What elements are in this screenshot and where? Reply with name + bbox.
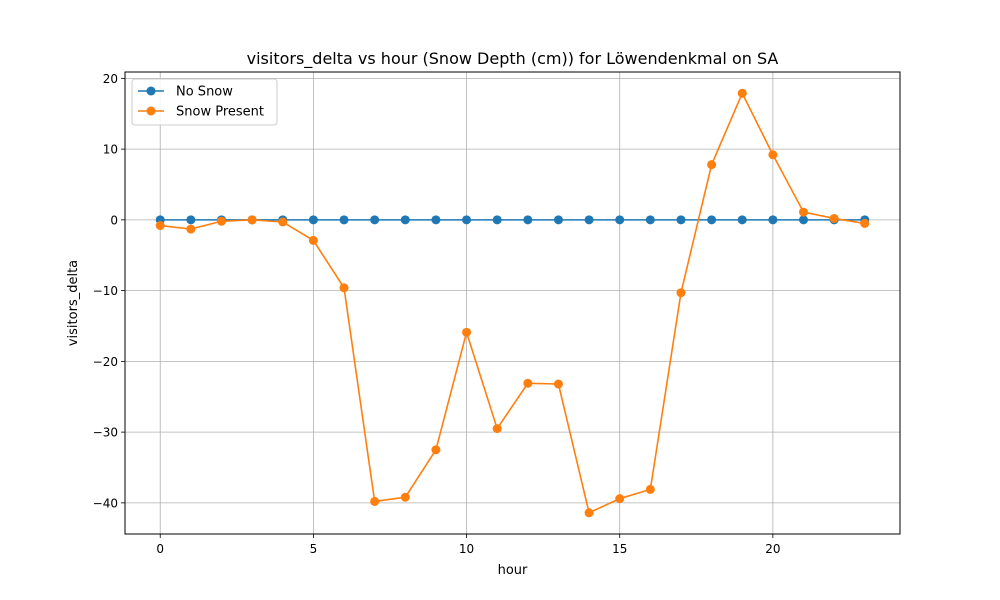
data-point-snow-present	[400, 492, 410, 502]
data-point-snow-present	[431, 445, 441, 455]
data-point-snow-present	[247, 215, 257, 225]
data-point-snow-present	[462, 327, 472, 337]
data-point-no-snow	[676, 215, 686, 225]
legend-marker-no-snow	[146, 86, 156, 96]
series-layer	[155, 88, 870, 518]
legend-marker-snow-present	[146, 106, 156, 116]
data-point-no-snow	[492, 215, 502, 225]
data-point-snow-present	[737, 88, 747, 98]
data-point-no-snow	[584, 215, 594, 225]
data-point-snow-present	[553, 379, 563, 389]
legend-label-snow-present: Snow Present	[176, 105, 264, 120]
data-point-snow-present	[860, 218, 870, 228]
data-point-no-snow	[707, 215, 717, 225]
series-line-snow-present	[160, 91, 865, 514]
data-point-snow-present	[308, 235, 318, 245]
y-tick-label: −10	[93, 284, 118, 298]
data-point-snow-present	[799, 207, 809, 217]
data-point-snow-present	[339, 283, 349, 293]
data-point-snow-present	[584, 508, 594, 518]
data-point-no-snow	[462, 215, 472, 225]
data-point-snow-present	[829, 213, 839, 223]
data-point-snow-present	[676, 288, 686, 298]
data-point-no-snow	[523, 215, 533, 225]
y-axis-label: visitors_delta	[66, 260, 81, 346]
grid-lines	[125, 72, 900, 534]
data-point-snow-present	[370, 496, 380, 506]
data-point-snow-present	[278, 217, 288, 227]
data-point-snow-present	[707, 160, 717, 170]
data-point-no-snow	[553, 215, 563, 225]
y-tick-label: 0	[110, 213, 118, 227]
data-point-snow-present	[216, 216, 226, 226]
data-point-snow-present	[523, 378, 533, 388]
data-point-snow-present	[186, 224, 196, 234]
data-point-no-snow	[400, 215, 410, 225]
data-point-no-snow	[339, 215, 349, 225]
data-point-no-snow	[799, 215, 809, 225]
data-point-no-snow	[768, 215, 778, 225]
data-point-snow-present	[768, 150, 778, 160]
data-point-no-snow	[308, 215, 318, 225]
data-point-snow-present	[645, 484, 655, 494]
data-point-no-snow	[431, 215, 441, 225]
data-point-no-snow	[737, 215, 747, 225]
data-point-snow-present	[615, 494, 625, 504]
x-tick-label: 20	[765, 542, 780, 556]
x-axis-label: hour	[498, 563, 528, 578]
y-tick-label: 20	[103, 72, 118, 86]
x-tick-label: 5	[310, 542, 318, 556]
y-tick-label: −40	[93, 496, 118, 510]
chart-title: visitors_delta vs hour (Snow Depth (cm))…	[247, 49, 779, 69]
data-point-snow-present	[155, 221, 165, 231]
y-tick-label: 10	[103, 143, 118, 157]
data-point-no-snow	[645, 215, 655, 225]
axis-ticks: 0 5 10 15 20 −40 −30 −20 −10 0 10 20	[93, 72, 781, 556]
x-tick-label: 0	[156, 542, 164, 556]
x-tick-label: 15	[612, 542, 627, 556]
data-point-snow-present	[492, 424, 502, 434]
series-snow-present	[155, 88, 870, 518]
legend-label-no-snow: No Snow	[176, 85, 233, 100]
data-point-no-snow	[186, 215, 196, 225]
y-tick-label: −20	[93, 355, 118, 369]
legend: No Snow Snow Present	[131, 78, 278, 126]
series-no-snow	[155, 215, 870, 225]
y-tick-label: −30	[93, 426, 118, 440]
data-point-no-snow	[615, 215, 625, 225]
data-point-no-snow	[370, 215, 380, 225]
legend-box	[131, 78, 278, 126]
x-tick-label: 10	[459, 542, 474, 556]
plot-area-frame	[124, 71, 901, 535]
